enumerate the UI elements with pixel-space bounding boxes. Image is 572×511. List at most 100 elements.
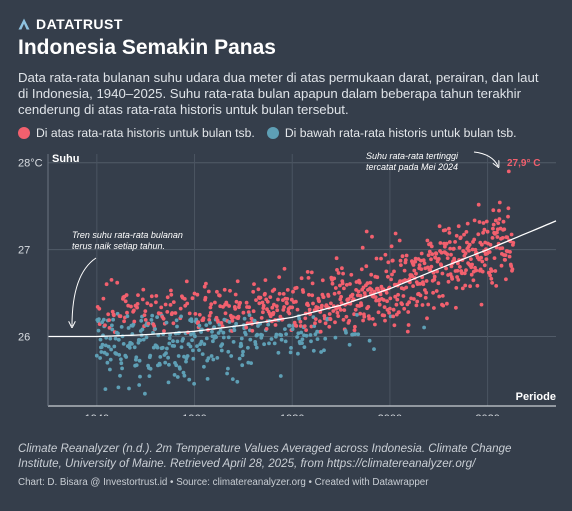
peak-note-line: tercatat pada Mei 2024	[366, 162, 458, 172]
data-point	[206, 356, 211, 361]
data-point	[127, 386, 131, 391]
data-point	[333, 286, 338, 290]
data-point	[278, 314, 283, 319]
data-point	[449, 252, 453, 257]
data-point	[489, 269, 494, 273]
data-point	[279, 337, 284, 342]
data-point	[259, 316, 264, 320]
data-point	[192, 291, 197, 296]
data-point	[393, 231, 398, 236]
data-point	[321, 295, 326, 299]
data-point	[391, 314, 396, 319]
data-point	[419, 267, 424, 271]
data-point	[460, 286, 465, 291]
data-point	[425, 238, 430, 243]
data-point	[474, 268, 479, 273]
data-point	[397, 310, 401, 315]
data-point	[172, 373, 177, 377]
data-point	[112, 313, 116, 318]
data-point	[439, 250, 444, 255]
data-point	[335, 268, 339, 272]
data-point	[227, 304, 232, 308]
data-point	[402, 306, 407, 311]
data-point	[394, 302, 399, 307]
data-point	[99, 350, 104, 354]
data-point	[443, 244, 447, 249]
data-point	[364, 264, 369, 269]
data-point	[244, 300, 249, 305]
data-point	[237, 356, 242, 361]
y-tick-label: 27	[18, 245, 30, 257]
data-point	[349, 272, 354, 277]
data-point	[265, 299, 270, 304]
data-point	[337, 290, 341, 295]
data-point	[396, 292, 400, 297]
data-point	[208, 305, 213, 310]
data-point	[246, 310, 251, 314]
data-point	[216, 331, 221, 335]
legend-label-below: Di bawah rata-rata historis untuk bulan …	[284, 126, 517, 140]
data-point	[490, 281, 494, 285]
data-point	[116, 337, 121, 342]
data-point	[361, 318, 365, 323]
data-point	[362, 291, 367, 295]
data-point	[443, 228, 448, 232]
data-point	[109, 278, 114, 282]
data-point	[357, 280, 362, 285]
data-point	[185, 354, 190, 358]
data-point	[309, 324, 314, 329]
data-point	[447, 231, 452, 235]
data-point	[445, 301, 449, 306]
x-tick-label: 1980	[280, 413, 304, 416]
data-point	[108, 367, 112, 372]
data-point	[435, 269, 439, 274]
data-point	[273, 323, 278, 327]
data-point	[346, 297, 351, 301]
legend: Di atas rata-rata historis untuk bulan t…	[18, 126, 529, 140]
data-point	[310, 281, 315, 286]
data-point	[316, 305, 320, 310]
data-point	[313, 317, 318, 321]
data-point	[509, 264, 514, 268]
data-point	[281, 292, 286, 296]
data-point	[119, 325, 124, 329]
data-point	[306, 276, 311, 280]
data-point	[379, 256, 383, 261]
data-point	[470, 247, 475, 252]
data-point	[181, 337, 186, 341]
data-point	[287, 311, 292, 316]
data-point	[167, 341, 172, 346]
data-point	[501, 219, 506, 224]
data-point	[468, 284, 472, 289]
data-point	[418, 282, 422, 286]
data-point	[415, 299, 420, 304]
data-point	[347, 318, 352, 323]
data-point	[171, 339, 175, 343]
data-point	[188, 344, 193, 349]
data-point	[171, 321, 176, 326]
data-point	[352, 328, 357, 333]
data-point	[425, 316, 429, 321]
data-point	[175, 375, 180, 379]
data-point	[336, 271, 341, 275]
data-point	[365, 281, 370, 286]
data-point	[376, 310, 381, 315]
data-point	[168, 303, 173, 307]
data-point	[389, 277, 393, 282]
data-point	[472, 237, 477, 242]
data-point	[285, 301, 289, 306]
data-point	[484, 219, 489, 224]
data-point	[400, 254, 405, 259]
data-point	[401, 294, 406, 298]
data-point	[170, 311, 175, 315]
data-point	[391, 307, 396, 312]
trend-note-arrow	[72, 257, 97, 326]
data-point	[464, 230, 469, 234]
data-point	[487, 250, 492, 254]
data-point	[143, 391, 147, 396]
data-point	[334, 256, 339, 261]
data-point	[463, 251, 468, 256]
data-point	[456, 224, 461, 229]
x-tick-label: 2000	[378, 413, 402, 416]
data-point	[284, 332, 288, 336]
